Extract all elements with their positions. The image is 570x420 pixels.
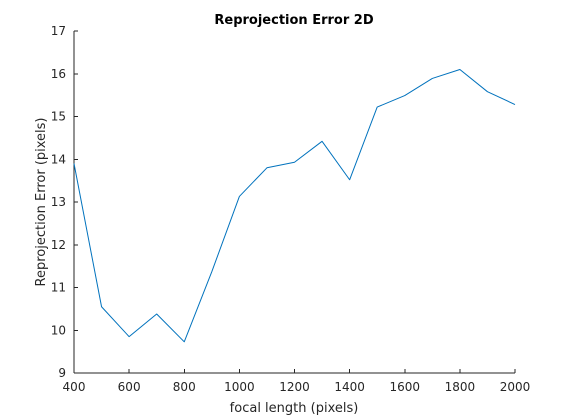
x-tick-label: 1000 [224, 380, 255, 394]
y-tick-label: 12 [51, 238, 66, 252]
y-tick-label: 15 [51, 110, 66, 124]
x-tick-label: 1800 [445, 380, 476, 394]
y-tick-label: 9 [58, 366, 66, 380]
x-tick-label: 1400 [334, 380, 365, 394]
series-line [73, 68, 516, 343]
x-tick-label: 1600 [389, 380, 420, 394]
series-group [73, 68, 516, 343]
y-tick-label: 16 [51, 67, 66, 81]
x-tick-label: 800 [173, 380, 196, 394]
y-tick-label: 17 [51, 24, 66, 38]
y-tick-label: 14 [51, 152, 66, 166]
chart-title: Reprojection Error 2D [214, 13, 373, 28]
x-tick-label: 400 [63, 380, 86, 394]
x-axis-label: focal length (pixels) [230, 401, 359, 416]
y-tick-label: 13 [51, 195, 66, 209]
y-axis-label: Reprojection Error (pixels) [34, 117, 49, 286]
y-tick-label: 11 [51, 281, 66, 295]
y-tick-label: 10 [51, 323, 66, 337]
x-tick-label: 600 [118, 380, 141, 394]
x-tick-label: 2000 [500, 380, 531, 394]
axes [73, 30, 516, 374]
x-tick-label: 1200 [279, 380, 310, 394]
tick-labels: 400 600 800 1000 1200 1400 1600 1800 2000 9 10 11 12… [51, 24, 531, 394]
